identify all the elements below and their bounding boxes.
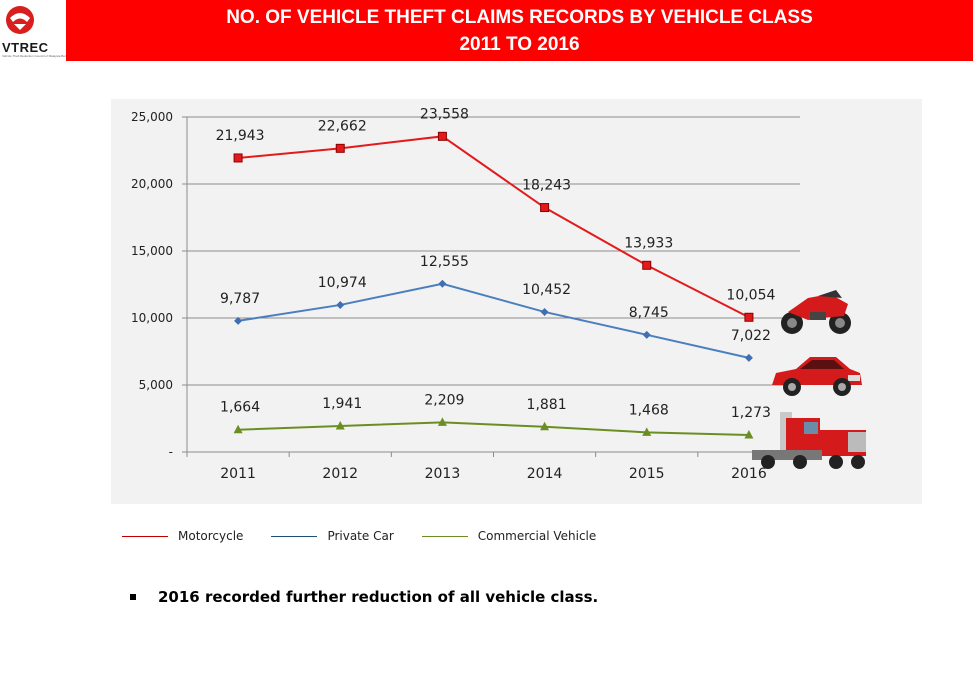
- motorcycle-icon: [781, 290, 851, 334]
- data-label-commercial-vehicle: 1,881: [527, 397, 567, 413]
- gridlines: [187, 116, 800, 386]
- x-tick-label: 2016: [731, 466, 767, 482]
- legend-item-commercial-vehicle: Commercial Vehicle: [421, 529, 597, 543]
- legend-swatch-motorcycle: [122, 535, 168, 537]
- summary-note: 2016 recorded further reduction of all v…: [130, 588, 598, 606]
- commercial-truck-icon: [752, 412, 866, 469]
- data-label-private-car: 10,452: [522, 282, 571, 298]
- data-point-motorcycle: [437, 131, 447, 141]
- data-point-private-car: [744, 353, 753, 362]
- legend-label-motorcycle: Motorcycle: [178, 529, 244, 543]
- y-tick-label: 15,000: [131, 244, 173, 258]
- y-tick-label: 20,000: [131, 177, 173, 191]
- series-line-private-car: [237, 282, 750, 359]
- page-title-line-2: 2011 TO 2016: [459, 34, 580, 55]
- legend-swatch-commercial-vehicle: [421, 535, 468, 537]
- header-bar: NO. OF VEHICLE THEFT CLAIMS RECORDS BY V…: [66, 0, 973, 61]
- data-point-commercial-vehicle: [437, 417, 447, 426]
- series: [233, 131, 754, 439]
- data-label-commercial-vehicle: 1,273: [731, 405, 771, 421]
- data-label-motorcycle: 18,243: [522, 178, 571, 194]
- data-point-commercial-vehicle: [744, 429, 754, 439]
- data-point-private-car: [540, 307, 549, 316]
- legend-swatch-private-car: [271, 535, 318, 537]
- summary-note-text: 2016 recorded further reduction of all v…: [158, 588, 599, 606]
- data-point-motorcycle: [335, 143, 345, 153]
- legend-item-motorcycle: Motorcycle: [122, 529, 243, 543]
- logo-emblem-icon: [6, 6, 34, 34]
- x-tick-label: 2013: [425, 466, 461, 482]
- data-label-private-car: 9,787: [220, 291, 260, 307]
- logo: VTREC Vehicle Theft Reduction Council of…: [0, 0, 71, 60]
- data-label-commercial-vehicle: 1,941: [322, 396, 362, 412]
- data-label-private-car: 12,555: [420, 254, 469, 270]
- x-tick-label: 2012: [322, 466, 358, 482]
- x-tick-label: 2015: [629, 466, 665, 482]
- data-point-private-car: [336, 300, 345, 309]
- x-tick-label: 2014: [527, 466, 563, 482]
- data-label-motorcycle: 23,558: [420, 106, 469, 122]
- logo-subtitle: Vehicle Theft Reduction Council of Malay…: [2, 54, 71, 58]
- data-point-private-car: [234, 316, 243, 325]
- line-chart: - 5,000 10,000 15,000 20,000 25,000 2011 2012 20…: [111, 99, 922, 504]
- data-label-commercial-vehicle: 1,664: [220, 400, 260, 416]
- data-label-commercial-vehicle: 2,209: [424, 392, 464, 408]
- y-tick-label: 10,000: [131, 311, 173, 325]
- private-car-icon: [772, 357, 862, 396]
- data-point-commercial-vehicle: [642, 427, 652, 436]
- y-tick-label: 25,000: [131, 110, 173, 124]
- data-label-motorcycle: 22,662: [318, 118, 367, 134]
- axes: - 5,000 10,000 15,000 20,000 25,000 2011 2012 20…: [131, 110, 801, 482]
- data-point-private-car: [642, 330, 651, 339]
- series-line-commercial-vehicle: [238, 421, 749, 436]
- legend-item-private-car: Private Car: [271, 529, 394, 543]
- data-point-motorcycle: [642, 260, 652, 270]
- legend-label-commercial-vehicle: Commercial Vehicle: [477, 529, 597, 543]
- data-point-motorcycle: [233, 153, 243, 163]
- data-point-motorcycle: [540, 203, 550, 213]
- chart-legend: Motorcycle Private Car Commercial Vehicl…: [122, 528, 624, 544]
- chart-container: - 5,000 10,000 15,000 20,000 25,000 2011 2012 20…: [111, 99, 922, 504]
- data-point-commercial-vehicle: [233, 424, 243, 434]
- x-tick-label: 2011: [220, 466, 256, 482]
- data-label-motorcycle: 21,943: [216, 128, 265, 144]
- page-title-line-1: NO. OF VEHICLE THEFT CLAIMS RECORDS BY V…: [226, 7, 813, 28]
- bullet-icon: [130, 594, 136, 600]
- series-line-motorcycle: [237, 135, 750, 319]
- data-label-commercial-vehicle: 1,468: [629, 402, 669, 418]
- y-tick-label: 5,000: [139, 378, 173, 392]
- logo-text: VTREC: [2, 40, 49, 55]
- data-label-private-car: 8,745: [629, 305, 669, 321]
- y-tick-label: -: [169, 445, 173, 459]
- data-label-private-car: 10,974: [318, 275, 367, 291]
- data-label-motorcycle: 13,933: [624, 235, 673, 251]
- data-point-commercial-vehicle: [335, 420, 345, 430]
- data-point-commercial-vehicle: [540, 421, 550, 431]
- data-label-private-car: 7,022: [731, 328, 771, 344]
- data-point-motorcycle: [744, 312, 754, 322]
- legend-label-private-car: Private Car: [327, 529, 394, 543]
- data-label-motorcycle: 10,054: [726, 287, 775, 303]
- data-point-private-car: [438, 279, 447, 288]
- data-labels: 21,943 22,662 23,558 18,243 13,933 10,054 9,78…: [216, 106, 776, 421]
